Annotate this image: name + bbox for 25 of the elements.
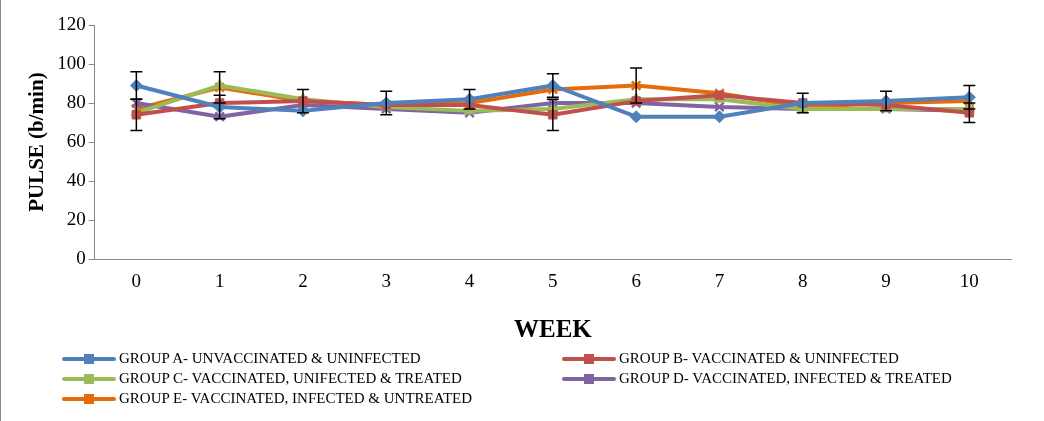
legend-label: GROUP B- VACCINATED & UNINFECTED xyxy=(619,350,899,367)
y-tick-label: 40 xyxy=(66,169,86,191)
y-tick-label: 100 xyxy=(57,52,86,74)
x-tick-label: 1 xyxy=(214,269,225,291)
legend-label: GROUP D- VACCINATED, INFECTED & TREATED xyxy=(619,370,952,387)
x-tick-label: 4 xyxy=(464,269,475,291)
legend-label: GROUP C- VACCINATED, UNIFECTED & TREATED xyxy=(119,370,462,387)
legend-label: GROUP E- VACCINATED, INFECTED & UNTREATED xyxy=(119,390,473,407)
x-tick-label: 5 xyxy=(548,269,558,291)
y-tick-label: 120 xyxy=(57,12,86,34)
x-tick-label: 6 xyxy=(631,269,641,291)
x-tick-label: 2 xyxy=(298,269,308,291)
y-tick-label: 20 xyxy=(66,208,86,230)
legend-label: GROUP A- UNVACCINATED & UNINFECTED xyxy=(119,350,421,367)
x-tick-label: 10 xyxy=(959,269,979,291)
x-tick-label: 3 xyxy=(381,269,391,291)
x-tick-label: 9 xyxy=(881,269,891,291)
y-tick-label: 80 xyxy=(66,91,86,113)
x-tick-label: 8 xyxy=(798,269,808,291)
x-axis-title: WEEK xyxy=(513,315,593,343)
y-tick-label: 0 xyxy=(76,247,86,269)
y-axis-title: PULSE (b/min) xyxy=(24,72,49,212)
x-tick-label: 0 xyxy=(131,269,142,291)
x-tick-label: 7 xyxy=(714,269,725,291)
y-tick-label: 60 xyxy=(66,130,86,152)
